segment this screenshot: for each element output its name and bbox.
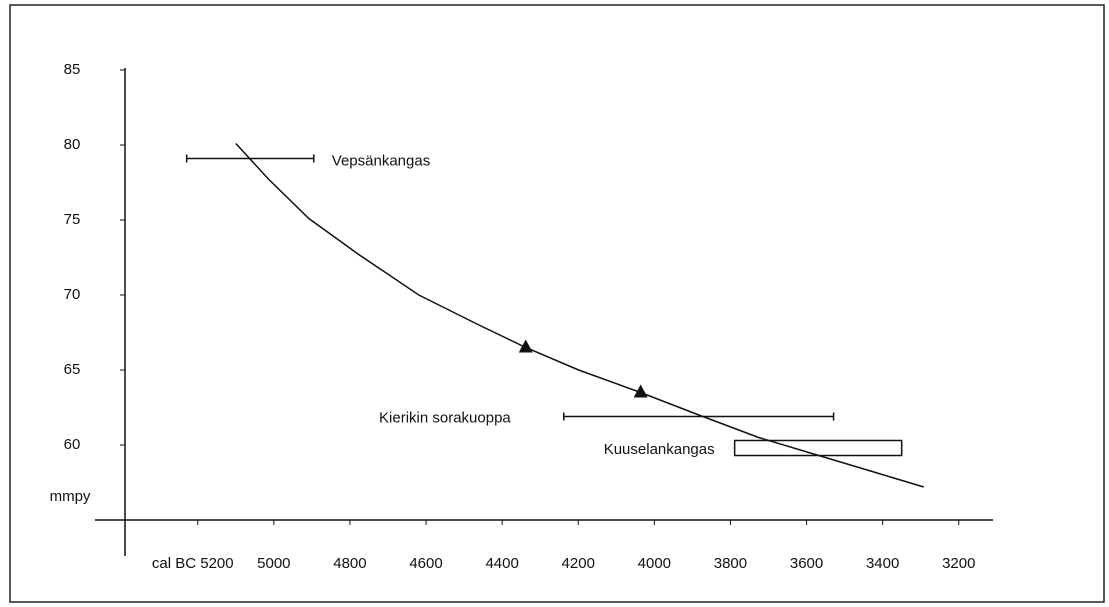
- x-tick-label: 3800: [714, 555, 747, 572]
- range-box: [733, 439, 903, 457]
- x-tick-label: 5000: [257, 555, 290, 572]
- x-tick-label: 4400: [485, 555, 518, 572]
- x-tick-label: 3600: [790, 555, 823, 572]
- x-tick-label: 3400: [866, 555, 899, 572]
- range-label: Kierikin sorakuoppa: [379, 409, 511, 426]
- range-label: Vepsänkangas: [332, 152, 430, 169]
- y-tick-label: 60: [64, 436, 81, 453]
- y-tick-label: 75: [64, 211, 81, 228]
- x-tick-label: 4600: [409, 555, 442, 572]
- y-axis-label: mmpy: [50, 488, 91, 505]
- triangle-marker: [633, 384, 648, 398]
- triangle-marker: [518, 339, 533, 353]
- y-tick-label: 65: [64, 361, 81, 378]
- y-tick-label: 70: [64, 286, 81, 303]
- range-label: Kuuselankangas: [604, 441, 715, 458]
- x-tick-label: 4800: [333, 555, 366, 572]
- x-tick-label: 3200: [942, 555, 975, 572]
- x-tick-label: 4000: [638, 555, 671, 572]
- curve: [235, 142, 924, 488]
- y-tick-label: 85: [64, 61, 81, 78]
- x-tick-label: 4200: [562, 555, 595, 572]
- frame: [9, 4, 1105, 603]
- x-tick-label: cal BC 5200: [152, 555, 234, 572]
- y-tick-label: 80: [64, 136, 81, 153]
